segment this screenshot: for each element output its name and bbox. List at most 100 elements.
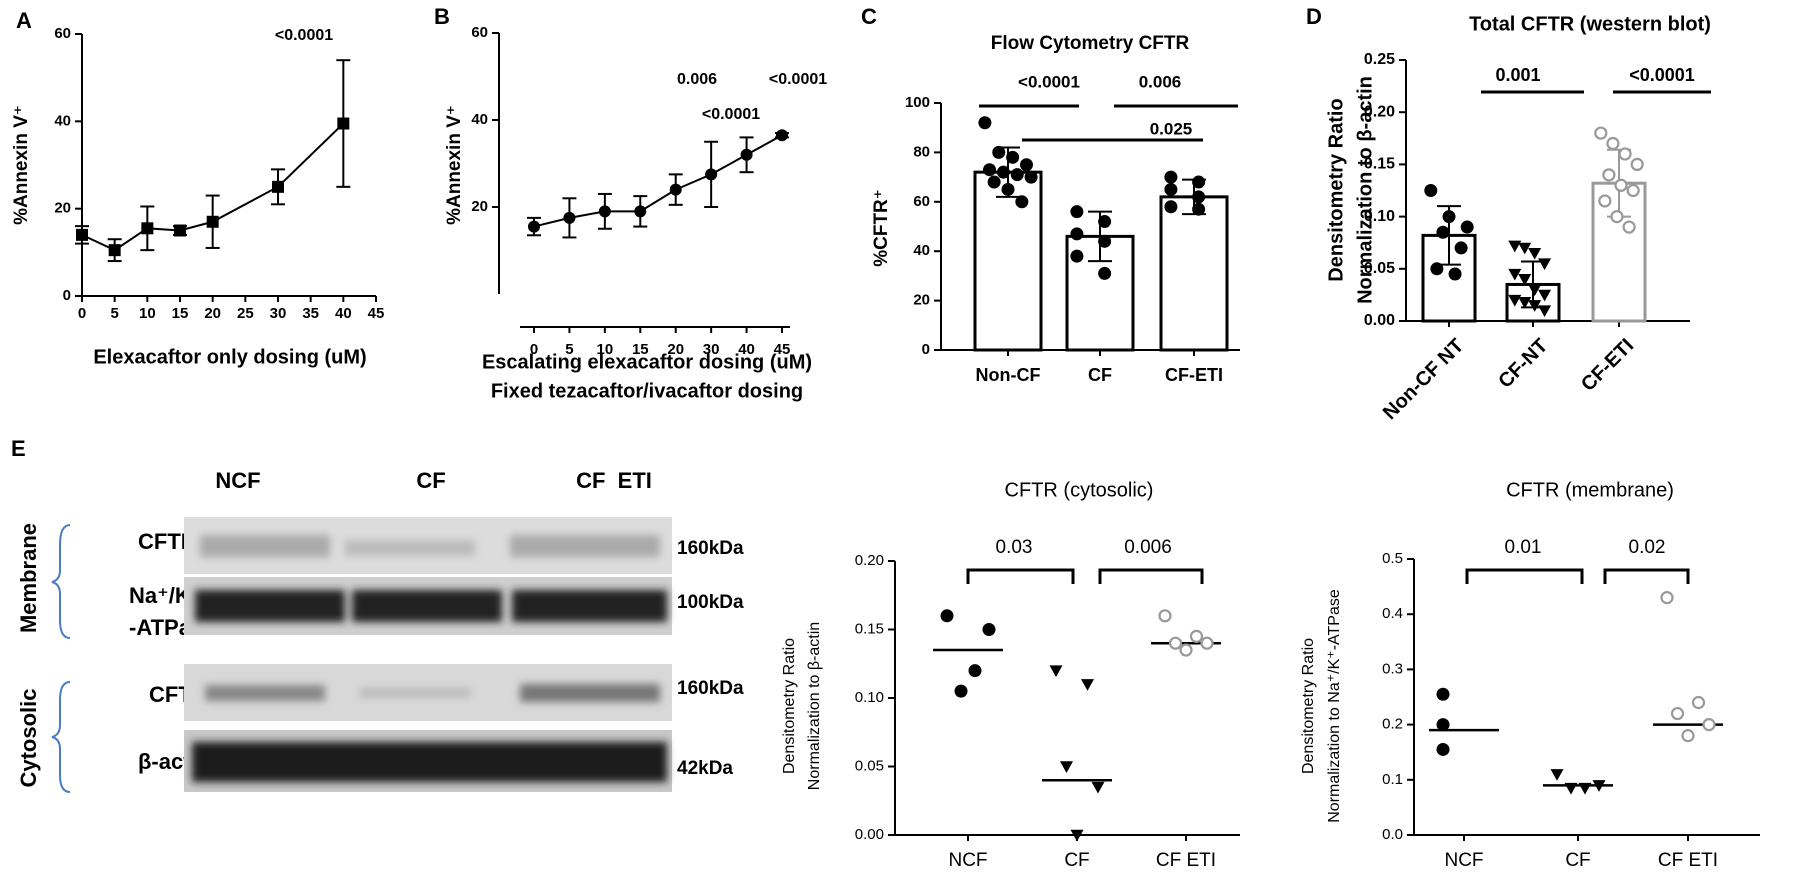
marker	[1660, 591, 1674, 605]
marker	[1681, 729, 1695, 743]
p-value: 0.01	[1505, 537, 1542, 558]
x-tick-label: Non-CF	[976, 365, 1041, 385]
x-tick-label: 40	[335, 305, 352, 322]
marker	[1508, 294, 1522, 307]
marker	[598, 205, 611, 218]
y-tick-label: 20	[913, 292, 930, 309]
marker	[1024, 170, 1038, 184]
y-axis-label: Densitometry Ratio	[1325, 98, 1347, 281]
group-label: Membrane	[16, 523, 41, 633]
x-axis-label: Escalating elexacaftor dosing (uM)	[482, 351, 812, 373]
marker	[1448, 267, 1462, 281]
x-tick-label: Non-CF NT	[1379, 335, 1468, 424]
marker	[1508, 240, 1522, 253]
marker	[1098, 234, 1112, 248]
bands	[200, 535, 660, 557]
x-tick-label: CF	[1088, 365, 1112, 385]
marker	[669, 183, 682, 196]
y-tick-label: 60	[471, 24, 488, 41]
marker	[1602, 168, 1616, 182]
panel-letter: D	[1306, 4, 1322, 29]
x-tick-label: CF ETI	[1658, 850, 1718, 871]
marker	[1098, 215, 1112, 229]
p-value: 0.025	[1150, 119, 1193, 138]
marker	[1006, 150, 1020, 164]
annotation: <0.0001	[275, 27, 333, 44]
marker	[272, 180, 284, 193]
y-tick-label: 40	[54, 112, 71, 129]
panel-letter: A	[16, 8, 32, 33]
p-value: 0.001	[1495, 65, 1540, 85]
p-value: 0.03	[996, 537, 1033, 558]
marker	[1164, 200, 1178, 214]
y-axis-label: %Annexin V⁺	[444, 105, 465, 225]
y-axis-label: Normalization to Na⁺/K⁺-ATPase	[1326, 589, 1343, 823]
marker	[1424, 184, 1438, 197]
y-tick-label: 0.5	[1382, 550, 1403, 567]
marker	[1538, 305, 1552, 318]
x-tick-label: 0	[530, 341, 538, 358]
marker	[1098, 266, 1112, 280]
column-label: CF	[416, 468, 445, 493]
y-axis-label: Densitometry Ratio	[1300, 638, 1317, 774]
marker	[1192, 175, 1206, 189]
marker	[776, 129, 788, 142]
bands	[192, 742, 667, 782]
marker	[1001, 182, 1015, 196]
x-tick-label: CF	[1064, 850, 1089, 871]
marker	[1436, 687, 1450, 701]
annotation: <0.0001	[769, 71, 827, 88]
marker	[954, 684, 968, 698]
marker	[76, 228, 88, 241]
y-tick-label: 0.05	[1364, 260, 1395, 277]
column-label: NCF	[215, 468, 260, 493]
brace	[51, 681, 71, 793]
y-tick-label: 0	[922, 341, 930, 358]
x-tick-label: 15	[632, 341, 649, 358]
marker	[1598, 194, 1612, 208]
y-tick-label: 0.05	[855, 757, 884, 774]
x-tick-label: 20	[204, 305, 221, 322]
marker	[141, 222, 154, 235]
y-axis-label: Densitometry Ratio	[781, 638, 798, 774]
p-value: <0.0001	[1018, 72, 1080, 91]
marker	[1164, 170, 1178, 184]
marker	[1164, 182, 1178, 196]
p-value: <0.0001	[1629, 65, 1695, 85]
marker	[1614, 178, 1628, 192]
x-tick-label: 40	[738, 341, 755, 358]
marker	[1049, 665, 1063, 678]
y-axis-label: Normalization to β-actin	[806, 622, 823, 790]
marker	[1578, 782, 1592, 795]
p-value: 0.006	[1139, 72, 1182, 91]
panel-letter: E	[11, 436, 26, 461]
y-tick-label: 60	[913, 193, 930, 210]
chart-title: Flow Cytometry CFTR	[991, 33, 1190, 54]
marker	[634, 205, 647, 218]
marker	[1508, 268, 1522, 281]
marker	[1436, 225, 1450, 239]
y-tick-label: 60	[54, 25, 71, 42]
y-tick-label: 40	[913, 242, 930, 259]
marker	[1528, 247, 1542, 260]
y-axis-label: %CFTR⁺	[871, 189, 892, 267]
x-tick-label: NCF	[1444, 850, 1483, 871]
marker	[1010, 168, 1024, 182]
panel-letter: B	[434, 4, 450, 29]
marker	[987, 175, 1001, 189]
chart-title: CFTR (cytosolic)	[1005, 479, 1154, 501]
size-label: 42kDa	[677, 758, 733, 779]
y-tick-label: 0	[63, 287, 71, 304]
marker	[1192, 190, 1206, 204]
marker	[982, 623, 996, 636]
x-tick-label: 15	[172, 305, 189, 322]
x-axis-label: Fixed tezacaftor/ivacaftor dosing	[491, 380, 803, 402]
marker	[1192, 202, 1206, 216]
marker	[528, 220, 540, 233]
x-tick-label: 35	[302, 305, 319, 322]
marker	[1015, 195, 1029, 209]
marker	[983, 163, 997, 177]
y-axis-label: Normalization to β-actin	[1354, 76, 1376, 304]
x-tick-label: CF ETI	[1156, 850, 1216, 871]
